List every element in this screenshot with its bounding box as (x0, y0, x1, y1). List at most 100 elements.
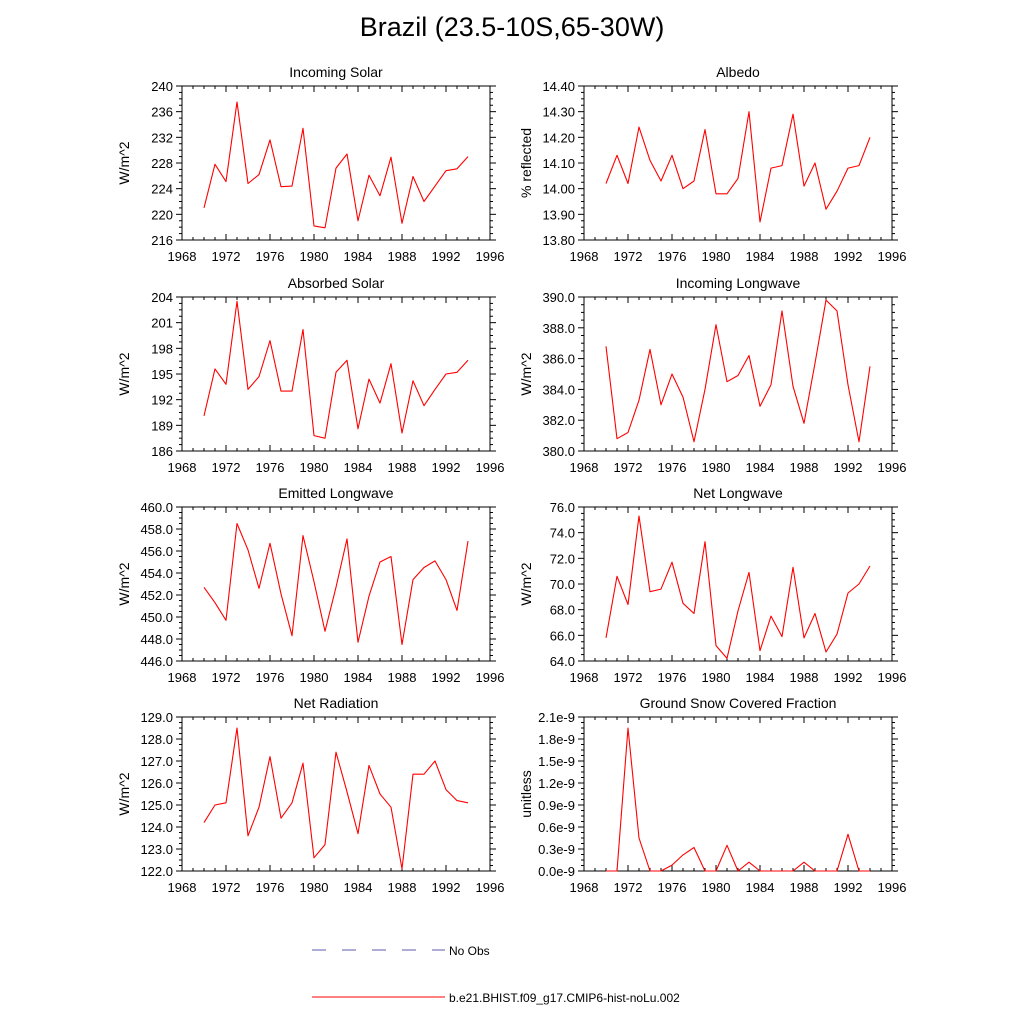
x-tick-label: 1980 (702, 249, 731, 264)
figure-title: Brazil (23.5-10S,65-30W) (359, 12, 665, 42)
x-tick-label: 1980 (702, 880, 731, 895)
y-tick-label: 458.0 (140, 522, 173, 537)
legend-label: No Obs (449, 944, 490, 958)
y-tick-label: 216 (151, 233, 173, 248)
chart-panel: Net Longwave W/m^2 1968 1972 1976 1980 1984 198… (518, 485, 906, 685)
y-tick-label: 66.0 (550, 628, 575, 643)
chart-panel: Incoming Longwave W/m^2 1968 1972 1976 1980 19… (518, 275, 906, 475)
y-axis-label: W/m^2 (116, 772, 132, 815)
x-tick-label: 1976 (256, 249, 285, 264)
y-tick-label: 14.40 (542, 79, 575, 94)
y-tick-label: 192 (151, 393, 173, 408)
y-tick-label: 448.0 (140, 632, 173, 647)
x-tick-label: 1976 (256, 460, 285, 475)
series-line (605, 111, 871, 223)
x-tick-label: 1968 (168, 670, 197, 685)
y-axis-label: unitless (518, 770, 534, 817)
y-tick-label: 454.0 (140, 566, 173, 581)
y-tick-label: 201 (151, 316, 173, 331)
x-tick-label: 1996 (476, 880, 505, 895)
x-tick-label: 1980 (702, 670, 731, 685)
y-tick-label: 198 (151, 341, 173, 356)
y-tick-label: 384.0 (542, 382, 575, 397)
x-tick-label: 1984 (344, 880, 373, 895)
chart-panel: Albedo % reflected 1968 1972 1976 1980 1984 198… (518, 64, 906, 264)
series-line (203, 101, 469, 229)
y-tick-label: 240 (151, 79, 173, 94)
series-line (203, 727, 469, 870)
y-tick-label: 1.2e-9 (538, 776, 575, 791)
x-tick-label: 1976 (256, 670, 285, 685)
x-tick-label: 1968 (168, 460, 197, 475)
x-tick-label: 1988 (388, 460, 417, 475)
y-tick-label: 123.0 (140, 842, 173, 857)
y-tick-label: 125.0 (140, 798, 173, 813)
x-tick-label: 1968 (570, 670, 599, 685)
x-tick-label: 1992 (834, 670, 863, 685)
y-tick-label: 446.0 (140, 654, 173, 669)
x-tick-label: 1984 (746, 670, 775, 685)
x-tick-label: 1992 (432, 670, 461, 685)
y-tick-label: 452.0 (140, 588, 173, 603)
y-tick-label: 127.0 (140, 754, 173, 769)
y-tick-label: 0.9e-9 (538, 798, 575, 813)
y-axis-label: % reflected (518, 128, 534, 198)
x-tick-label: 1996 (476, 249, 505, 264)
x-tick-label: 1980 (300, 670, 329, 685)
y-tick-label: 456.0 (140, 544, 173, 559)
panel-title: Incoming Longwave (676, 275, 801, 291)
y-tick-label: 1.8e-9 (538, 732, 575, 747)
y-tick-label: 14.00 (542, 182, 575, 197)
y-tick-label: 386.0 (542, 352, 575, 367)
y-tick-label: 13.80 (542, 233, 575, 248)
y-axis-label: W/m^2 (116, 141, 132, 184)
y-tick-label: 186 (151, 444, 173, 459)
y-tick-label: 382.0 (542, 413, 575, 428)
y-tick-label: 14.30 (542, 105, 575, 120)
y-tick-label: 224 (151, 182, 173, 197)
y-tick-label: 128.0 (140, 732, 173, 747)
x-tick-label: 1972 (614, 460, 643, 475)
x-tick-label: 1976 (658, 249, 687, 264)
y-tick-label: 126.0 (140, 776, 173, 791)
panel-title: Emitted Longwave (278, 485, 393, 501)
x-tick-label: 1972 (614, 670, 643, 685)
y-tick-label: 228 (151, 156, 173, 171)
y-tick-label: 388.0 (542, 321, 575, 336)
x-tick-label: 1996 (878, 460, 907, 475)
x-tick-label: 1980 (702, 460, 731, 475)
y-tick-label: 195 (151, 367, 173, 382)
y-tick-label: 122.0 (140, 864, 173, 879)
y-tick-label: 64.0 (550, 654, 575, 669)
y-tick-label: 390.0 (542, 290, 575, 305)
x-tick-label: 1968 (570, 249, 599, 264)
x-tick-label: 1972 (212, 460, 241, 475)
y-tick-label: 14.20 (542, 130, 575, 145)
series-line (203, 522, 469, 646)
y-axis-label: W/m^2 (518, 562, 534, 605)
x-tick-label: 1976 (256, 880, 285, 895)
x-tick-label: 1992 (834, 460, 863, 475)
series-line (605, 515, 871, 659)
series-line (606, 727, 870, 872)
chart-panel: Emitted Longwave W/m^2 1968 1972 1976 1980 198… (116, 485, 504, 685)
y-tick-label: 0.6e-9 (538, 820, 575, 835)
x-tick-label: 1968 (168, 249, 197, 264)
panel-title: Absorbed Solar (288, 275, 385, 291)
y-tick-label: 13.90 (542, 207, 575, 222)
x-tick-label: 1996 (878, 880, 907, 895)
y-tick-label: 1.5e-9 (538, 754, 575, 769)
y-tick-label: 450.0 (140, 610, 173, 625)
x-tick-label: 1980 (300, 249, 329, 264)
x-tick-label: 1972 (614, 880, 643, 895)
x-tick-label: 1984 (344, 460, 373, 475)
y-tick-label: 460.0 (140, 500, 173, 515)
plot-frame (583, 716, 893, 872)
x-tick-label: 1972 (212, 249, 241, 264)
y-tick-label: 0.3e-9 (538, 842, 575, 857)
x-tick-label: 1988 (790, 460, 819, 475)
panel-title: Net Radiation (294, 695, 379, 711)
y-tick-label: 380.0 (542, 444, 575, 459)
x-tick-label: 1984 (344, 670, 373, 685)
x-tick-label: 1992 (432, 460, 461, 475)
